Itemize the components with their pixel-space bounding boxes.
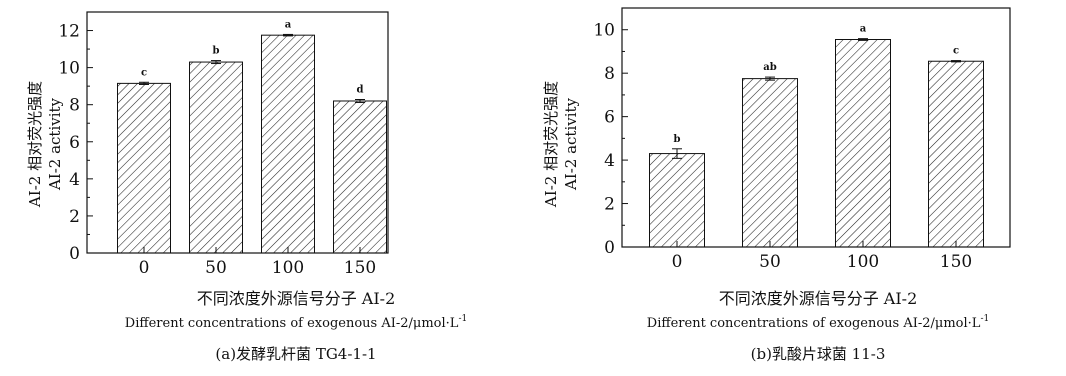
significance-label-a-1: b — [213, 46, 220, 57]
x-axis-label-en-b: Different concentrations of exogenous AI… — [647, 314, 989, 331]
bar-b-1 — [742, 78, 798, 248]
x-axis-label-en-a-sup: -1 — [458, 314, 467, 324]
significance-label-a-0: c — [141, 67, 147, 78]
x-axis-label-en-a: Different concentrations of exogenous AI… — [125, 314, 467, 331]
bar-a-1 — [189, 61, 243, 254]
bar-a-2 — [261, 34, 315, 254]
caption-b: (b)乳酸片球菌 11-3 — [751, 345, 886, 363]
significance-label-b-1: ab — [763, 62, 776, 73]
y-axis-label-cn-b: AI-2 相对荧光强度 — [542, 81, 560, 208]
x-axis-label-en-b-sup: -1 — [980, 314, 989, 324]
bar-a-3 — [333, 100, 387, 254]
x-axis-label-en-b-text: Different concentrations of exogenous AI… — [647, 316, 981, 331]
y-tick-label-a-5: 10 — [58, 59, 80, 79]
y-tick-label-a-0: 0 — [69, 244, 80, 264]
y-tick-label-b-1: 2 — [604, 195, 615, 215]
y-tick-label-b-3: 6 — [604, 108, 615, 128]
significance-label-b-2: a — [860, 24, 867, 35]
x-tick-label-a-2: 100 — [272, 258, 304, 278]
x-axis-label-en-a-text: Different concentrations of exogenous AI… — [125, 316, 459, 331]
plot-area-b: 0 2 4 6 8 10 b 0 ab 50 a 100 c 150 — [593, 7, 1011, 272]
caption-a: (a)发酵乳杆菌 TG4-1-1 — [215, 345, 376, 363]
chart-panel-b: AI-2 相对荧光强度 AI-2 activity 0 2 4 6 8 10 b 0 ab 50 a… — [542, 7, 1011, 363]
y-axis-label-en-a: AI-2 activity — [46, 97, 64, 191]
y-tick-label-a-2: 4 — [69, 170, 80, 190]
y-axis-title-a: AI-2 相对荧光强度 AI-2 activity — [26, 81, 64, 208]
plot-area-a: 0 2 4 6 8 10 12 c 0 b 50 a 100 d 150 — [58, 11, 389, 278]
x-tick-label-b-3: 150 — [940, 252, 972, 272]
plot-frame-b — [621, 7, 1011, 248]
x-tick-label-a-1: 50 — [205, 258, 227, 278]
y-tick-label-b-0: 0 — [604, 238, 615, 258]
x-tick-label-b-2: 100 — [847, 252, 879, 272]
bar-a-0 — [117, 82, 171, 254]
significance-label-a-2: a — [285, 19, 292, 30]
y-axis-label-en-b: AI-2 activity — [562, 97, 580, 191]
x-axis-label-cn-b: 不同浓度外源信号分子 AI-2 — [719, 289, 918, 308]
y-tick-label-b-2: 4 — [604, 151, 615, 171]
y-tick-label-b-5: 10 — [593, 21, 615, 41]
x-tick-label-a-0: 0 — [139, 258, 150, 278]
significance-label-b-0: b — [674, 134, 681, 145]
significance-label-b-3: c — [953, 46, 959, 57]
x-tick-label-b-0: 0 — [672, 252, 683, 272]
bar-b-3 — [928, 60, 984, 248]
bar-b-0 — [649, 153, 705, 248]
x-tick-label-a-3: 150 — [344, 258, 376, 278]
x-tick-label-b-1: 50 — [759, 252, 781, 272]
y-tick-label-b-4: 8 — [604, 64, 615, 84]
x-axis-label-cn-a: 不同浓度外源信号分子 AI-2 — [197, 289, 396, 308]
y-tick-label-a-4: 8 — [69, 96, 80, 116]
chart-panel-a: AI-2 相对荧光强度 AI-2 activity 0 2 4 6 8 10 12 c 0 b 50… — [26, 11, 467, 363]
significance-label-a-3: d — [357, 85, 364, 96]
y-axis-title-b: AI-2 相对荧光强度 AI-2 activity — [542, 81, 580, 208]
y-tick-label-a-3: 6 — [69, 133, 80, 153]
y-tick-label-a-6: 12 — [58, 22, 80, 42]
y-axis-label-cn-a: AI-2 相对荧光强度 — [26, 81, 44, 208]
y-tick-label-a-1: 2 — [69, 207, 80, 227]
bar-b-2 — [835, 39, 891, 248]
